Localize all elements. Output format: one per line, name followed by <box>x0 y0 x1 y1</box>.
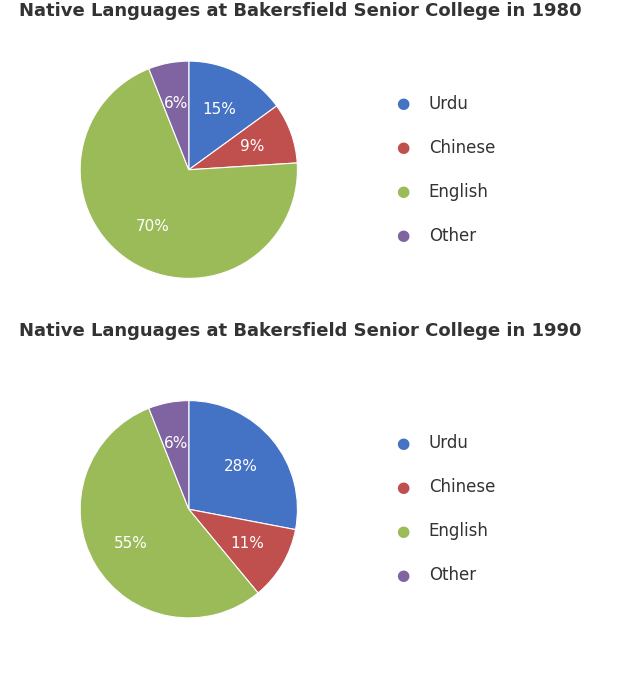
Wedge shape <box>189 106 297 170</box>
Wedge shape <box>149 401 189 509</box>
Text: ●: ● <box>397 435 410 451</box>
Text: Native Languages at Bakersfield Senior College in 1990: Native Languages at Bakersfield Senior C… <box>19 321 582 340</box>
Wedge shape <box>189 509 296 593</box>
Text: 6%: 6% <box>164 96 188 111</box>
Text: Other: Other <box>429 566 476 585</box>
Text: ●: ● <box>397 568 410 583</box>
Wedge shape <box>189 61 276 170</box>
Wedge shape <box>80 408 258 618</box>
Wedge shape <box>189 401 298 530</box>
Text: ●: ● <box>397 96 410 111</box>
Text: ●: ● <box>397 184 410 200</box>
Text: Chinese: Chinese <box>429 139 495 157</box>
Text: 15%: 15% <box>202 103 236 117</box>
Wedge shape <box>80 69 298 278</box>
Text: Chinese: Chinese <box>429 478 495 496</box>
Text: 6%: 6% <box>164 436 188 451</box>
Text: 11%: 11% <box>230 536 264 551</box>
Text: Urdu: Urdu <box>429 434 468 452</box>
Text: ●: ● <box>397 228 410 244</box>
Text: ●: ● <box>397 479 410 495</box>
Text: ●: ● <box>397 524 410 539</box>
Text: English: English <box>429 183 489 201</box>
Wedge shape <box>149 61 189 170</box>
Text: 9%: 9% <box>240 139 264 154</box>
Text: Urdu: Urdu <box>429 94 468 113</box>
Text: ●: ● <box>397 140 410 155</box>
Text: Native Languages at Bakersfield Senior College in 1980: Native Languages at Bakersfield Senior C… <box>19 2 582 20</box>
Text: 70%: 70% <box>136 219 170 234</box>
Text: English: English <box>429 522 489 540</box>
Text: Other: Other <box>429 227 476 245</box>
Text: 28%: 28% <box>224 459 258 474</box>
Text: 55%: 55% <box>114 536 148 551</box>
